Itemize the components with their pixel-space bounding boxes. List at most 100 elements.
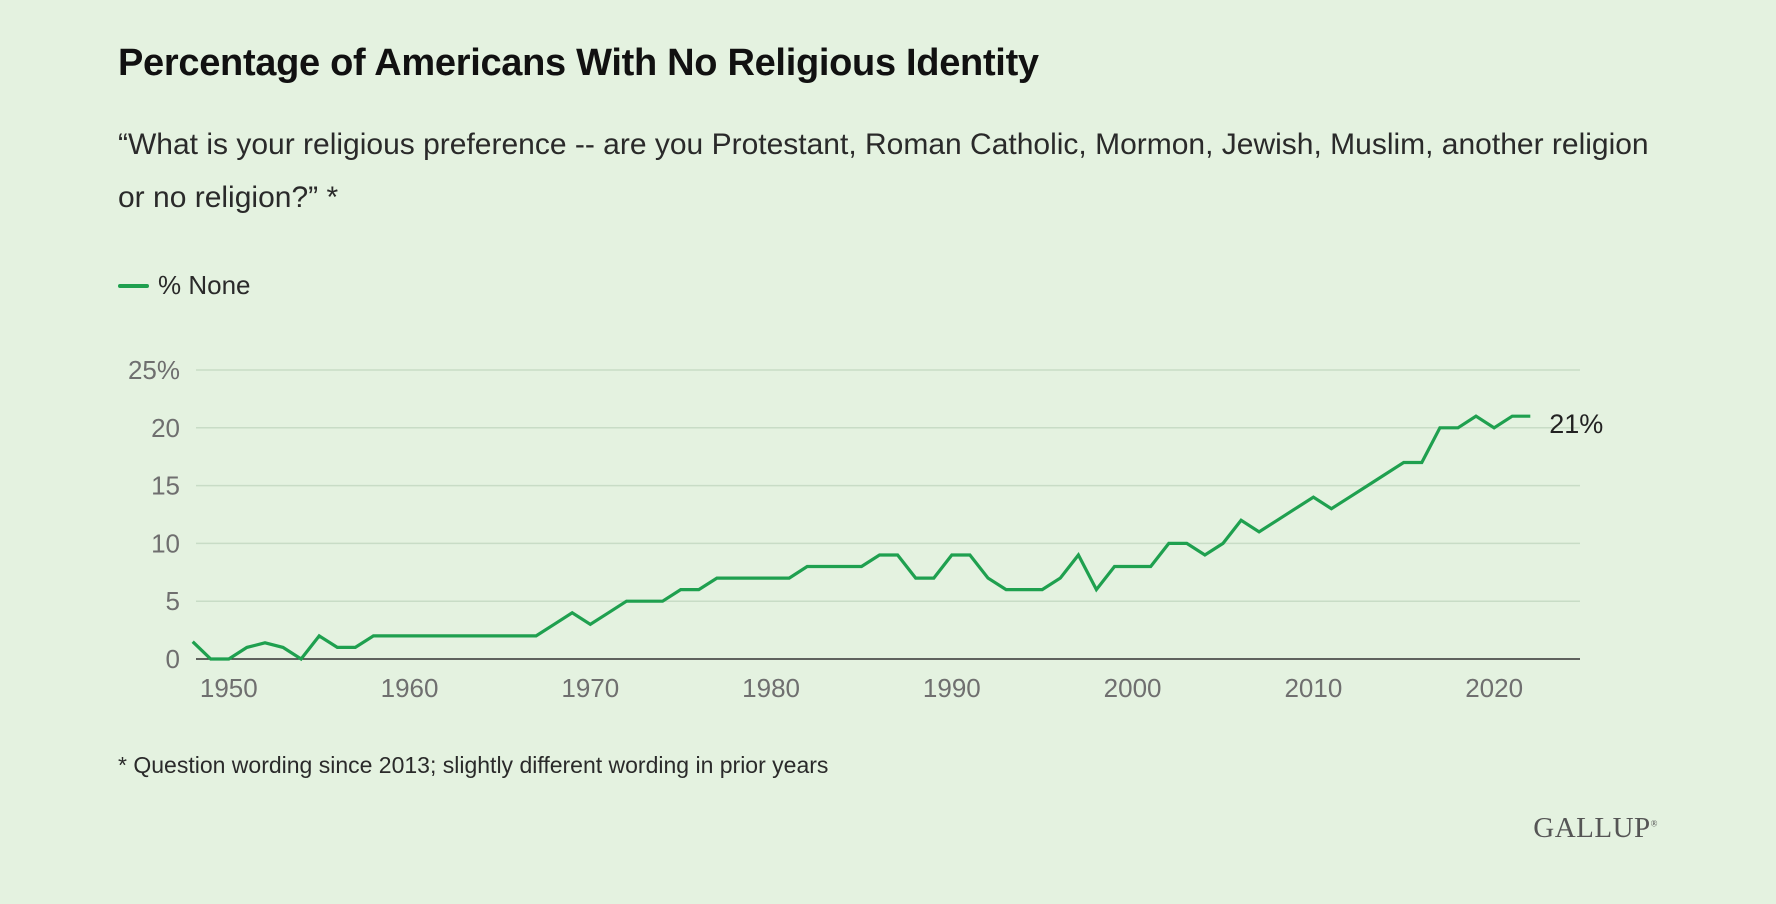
data-point <box>408 634 412 638</box>
data-point <box>462 634 466 638</box>
x-axis-ticks: 1950 1960 1970 1980 1990 2000 2010 2020 <box>200 673 1523 703</box>
data-point <box>534 634 538 638</box>
data-point <box>715 576 719 580</box>
data-point <box>643 599 647 603</box>
data-point <box>1022 588 1026 592</box>
data-point <box>769 576 773 580</box>
y-tick-label: 15 <box>151 471 180 501</box>
data-point <box>1113 565 1117 569</box>
data-point <box>1438 426 1442 430</box>
data-point <box>1004 588 1008 592</box>
data-point <box>1474 414 1478 418</box>
x-tick-label: 2010 <box>1284 673 1342 703</box>
x-tick-label: 1960 <box>381 673 439 703</box>
y-tick-label: 20 <box>151 413 180 443</box>
data-point <box>1510 414 1514 418</box>
data-point <box>733 576 737 580</box>
data-point <box>1456 426 1460 430</box>
data-point <box>570 611 574 615</box>
legend-label: % None <box>158 270 251 300</box>
data-point <box>1239 518 1243 522</box>
data-point <box>896 553 900 557</box>
x-tick-label: 1990 <box>923 673 981 703</box>
data-point <box>859 565 863 569</box>
legend-swatch <box>118 283 149 288</box>
data-point <box>1131 565 1135 569</box>
x-tick-label: 1980 <box>742 673 800 703</box>
data-point <box>516 634 520 638</box>
data-point <box>679 588 683 592</box>
x-tick-label: 1970 <box>561 673 619 703</box>
data-point <box>299 657 303 661</box>
data-point <box>986 576 990 580</box>
y-tick-label: 5 <box>166 586 180 616</box>
data-point <box>281 645 285 649</box>
data-point <box>552 622 556 626</box>
end-value-label: 21% <box>1549 409 1603 439</box>
data-point <box>914 576 918 580</box>
data-point <box>751 576 755 580</box>
data-point <box>624 599 628 603</box>
legend: % None <box>118 270 251 301</box>
data-point <box>1040 588 1044 592</box>
x-tick-label: 2020 <box>1465 673 1523 703</box>
data-point <box>1329 507 1333 511</box>
data-point <box>335 645 339 649</box>
data-point <box>1293 507 1297 511</box>
gridlines <box>196 369 1580 602</box>
data-point <box>1384 472 1388 476</box>
chart-subtitle: “What is your religious preference -- ar… <box>118 128 1649 214</box>
data-point <box>1167 541 1171 545</box>
series-line-none <box>191 414 1531 662</box>
y-tick-label: 25% <box>128 355 180 385</box>
data-point <box>1402 460 1406 464</box>
data-point <box>1275 518 1279 522</box>
data-point <box>1366 484 1370 488</box>
data-point <box>480 634 484 638</box>
data-point <box>841 565 845 569</box>
chart-title: Percentage of Americans With No Religiou… <box>118 42 1039 84</box>
footnote: * Question wording since 2013; slightly … <box>118 752 829 778</box>
data-point <box>371 634 375 638</box>
data-point <box>426 634 430 638</box>
data-point <box>1311 495 1315 499</box>
series-layer <box>191 414 1532 662</box>
data-point <box>823 565 827 569</box>
y-tick-label: 10 <box>151 528 180 558</box>
data-point <box>209 657 213 661</box>
data-point <box>191 640 195 644</box>
data-point <box>1420 460 1424 464</box>
data-point <box>1076 553 1080 557</box>
data-point <box>661 599 665 603</box>
x-tick-label: 2000 <box>1104 673 1162 703</box>
data-point <box>498 634 502 638</box>
data-point <box>1149 565 1153 569</box>
x-tick-label: 1950 <box>200 673 258 703</box>
data-point <box>878 553 882 557</box>
data-point <box>588 622 592 626</box>
y-axis-ticks: 0 5 10 15 20 25% <box>128 355 180 674</box>
data-point <box>932 576 936 580</box>
data-point <box>245 645 249 649</box>
data-point <box>697 588 701 592</box>
data-point <box>787 576 791 580</box>
y-tick-label: 0 <box>166 644 180 674</box>
data-point <box>1203 553 1207 557</box>
data-point <box>317 634 321 638</box>
data-point <box>1257 530 1261 534</box>
data-point <box>805 565 809 569</box>
data-point <box>606 611 610 615</box>
data-point <box>1221 541 1225 545</box>
data-point <box>1185 541 1189 545</box>
data-point <box>950 553 954 557</box>
data-point <box>353 645 357 649</box>
gallup-logo: GALLUP® <box>1533 812 1658 844</box>
data-point <box>1348 495 1352 499</box>
data-point <box>968 553 972 557</box>
data-point <box>1058 576 1062 580</box>
data-point <box>444 634 448 638</box>
data-point <box>227 657 231 661</box>
data-point <box>389 634 393 638</box>
data-point <box>1528 414 1532 418</box>
